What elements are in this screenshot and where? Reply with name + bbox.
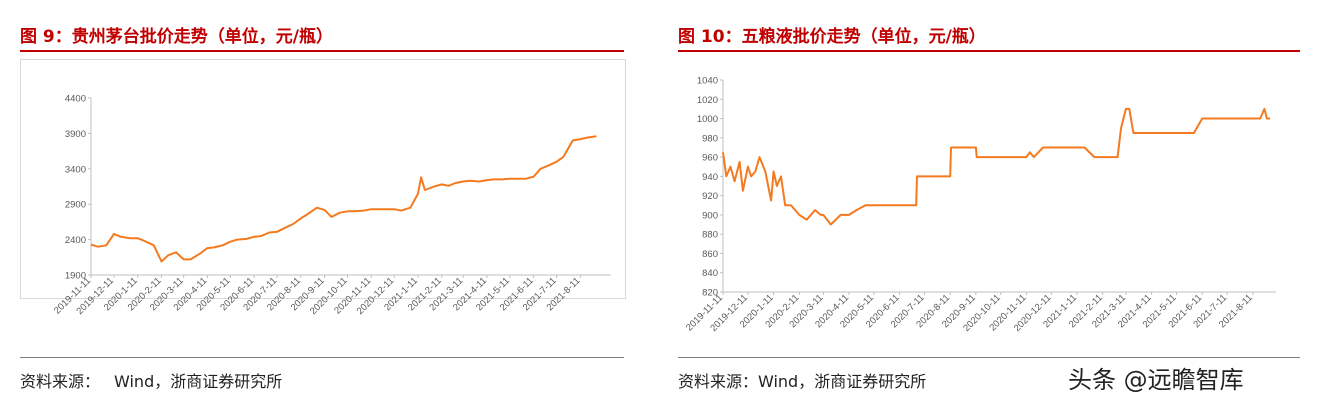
y-tick-label: 1040: [697, 76, 718, 87]
chart-panel-moutai: 图 9：贵州茅台批价走势（单位，元/瓶） 1900 2400 2900 3400 390…: [20, 0, 660, 412]
y-tick-label: 920: [702, 191, 718, 202]
chart-title: 图 9：贵州茅台批价走势（单位，元/瓶）: [20, 27, 333, 47]
y-tick-label: 960: [702, 153, 718, 164]
plot-area: 1900 2400 2900 3400 3900 4400 2019-11-11 2019-1…: [20, 59, 626, 317]
y-tick-label: 3900: [65, 129, 86, 140]
price-line: [90, 135, 597, 263]
y-tick-label: 3400: [65, 164, 86, 175]
y-tick-label: 940: [702, 172, 718, 183]
y-tick-label: 2400: [65, 235, 86, 246]
source-text: Wind，浙商证券研究所: [114, 372, 283, 391]
y-tick-label: 840: [702, 268, 718, 279]
title-rule: [20, 50, 624, 52]
y-tick-label: 1900: [65, 271, 86, 282]
source-note: 资料来源： Wind，浙商证券研究所: [20, 368, 282, 392]
y-tick-label: 4400: [65, 94, 86, 105]
y-tick-label: 1000: [697, 114, 718, 125]
chart-svg: 8208408608809009209409609801000102010402…: [684, 76, 1276, 334]
source-rule: [678, 357, 1300, 358]
y-tick-label: 980: [702, 133, 718, 144]
source-note: 资料来源：Wind，浙商证券研究所: [678, 372, 927, 391]
plot-area: 820 840 860 880 900 920 940 960 980 1000 1020 1040 2…: [678, 59, 1300, 349]
y-tick-label: 820: [702, 288, 718, 299]
title-rule: [678, 50, 1300, 52]
chart-panel-wuliangye: 图 10：五粮液批价走势（单位，元/瓶） 820 840 860 880 900 920 9…: [678, 0, 1318, 412]
chart-title: 图 10：五粮液批价走势（单位，元/瓶）: [678, 27, 986, 47]
source-label: 资料来源：: [20, 372, 101, 391]
chart-svg: 1900240029003400390044002019-11-112019-1…: [52, 94, 611, 317]
y-tick-label: 2900: [65, 200, 86, 211]
y-tick-label: 880: [702, 230, 718, 241]
y-tick-label: 1020: [697, 95, 718, 106]
price-line: [722, 107, 1271, 226]
source-rule: [20, 357, 624, 358]
y-tick-label: 860: [702, 249, 718, 260]
watermark-text: 头条 @远瞻智库: [1068, 366, 1244, 394]
y-tick-label: 900: [702, 210, 718, 221]
